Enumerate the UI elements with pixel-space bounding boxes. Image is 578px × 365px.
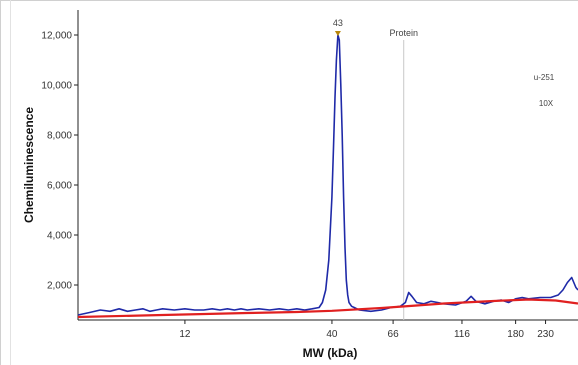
y-tick-label: 6,000 xyxy=(47,181,72,192)
sample-name-label: u-251 xyxy=(534,73,555,82)
series-layer xyxy=(77,34,578,319)
y-tick-label: 2,000 xyxy=(47,281,72,292)
x-axis-ticks: 12 40 66 116 180 230 xyxy=(179,320,554,340)
y-tick-label: 4,000 xyxy=(47,231,72,242)
y-tick-label: 12,000 xyxy=(41,31,72,42)
concentration-label: 10X xyxy=(539,99,554,108)
y-axis-ticks: 2,000 4,000 6,000 8,000 10,000 12,000 xyxy=(41,31,78,292)
baseline-trace-line xyxy=(77,298,578,319)
y-tick-label: 10,000 xyxy=(41,81,72,92)
x-tick-label: 40 xyxy=(326,329,338,340)
annotations: 43 Protein u-251 10X xyxy=(333,18,555,108)
x-tick-label: 230 xyxy=(537,329,554,340)
peak-label: 43 xyxy=(333,18,343,28)
x-axis-title: MW (kDa) xyxy=(303,346,358,360)
x-tick-label: 116 xyxy=(454,329,470,340)
y-tick-label: 8,000 xyxy=(47,131,72,142)
y-axis-title: Chemiluminescence xyxy=(22,107,36,223)
peak-marker-icon xyxy=(334,31,341,36)
x-tick-label: 12 xyxy=(179,329,191,340)
x-tick-label: 180 xyxy=(507,329,524,340)
protein-label: Protein xyxy=(389,28,418,38)
x-tick-label: 66 xyxy=(388,329,400,340)
